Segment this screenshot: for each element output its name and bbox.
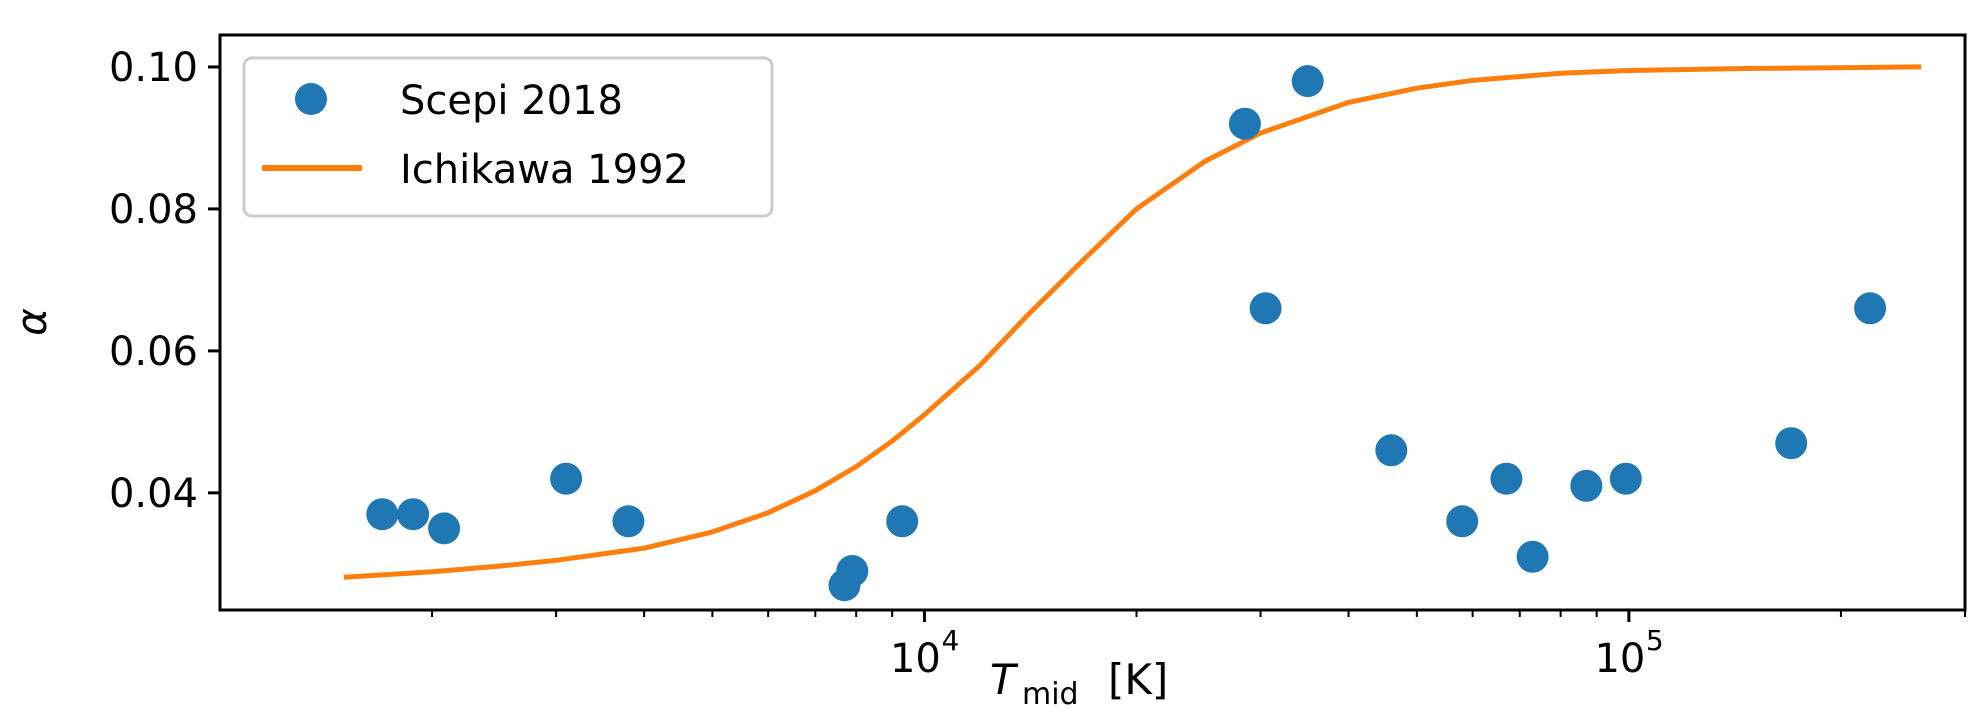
y-tick-label: 0.10 (109, 45, 198, 91)
scatter-point (1228, 107, 1261, 140)
scatter-point (366, 498, 399, 531)
y-axis-label: α (7, 308, 56, 336)
legend-box (242, 56, 774, 218)
scatter-point (1446, 505, 1479, 538)
x-tick-label-base: 10 (1594, 636, 1645, 682)
scatter-point (1375, 434, 1408, 467)
legend: Scepi 2018 Ichikawa 1992 (242, 56, 774, 218)
scatter-point (1291, 65, 1324, 98)
scatter-point (612, 505, 645, 538)
scatter-point (1609, 462, 1642, 495)
scatter-point (550, 462, 583, 495)
y-tick-label: 0.06 (109, 329, 198, 375)
y-tick-label: 0.08 (109, 187, 198, 233)
x-tick-label: 10 5 (1594, 624, 1663, 682)
scatter-point (1516, 540, 1549, 573)
scatter-point (428, 512, 461, 545)
series-line-ichikawa-1992 (343, 64, 1922, 580)
scatter-point (1249, 292, 1282, 325)
x-axis-label: T mid [K] (990, 655, 1168, 712)
series-scepi-2018 (366, 65, 1887, 602)
legend-label-ichikawa-1992: Ichikawa 1992 (400, 147, 689, 193)
y-tick-label: 0.04 (109, 471, 198, 517)
x-tick-label-exponent: 4 (941, 624, 959, 657)
x-axis-label-subscript: mid (1022, 677, 1079, 712)
x-axis-label-symbol: T (990, 655, 1019, 704)
scatter-point (1775, 427, 1808, 460)
x-tick-label-base: 10 (890, 636, 941, 682)
scatter-point (1490, 462, 1523, 495)
x-axis-label-unit: [K] (1108, 655, 1168, 704)
legend-scatter-marker (295, 83, 327, 115)
scatter-point (397, 498, 430, 531)
x-tick-label: 10 4 (890, 624, 959, 682)
scatter-point (1570, 469, 1603, 502)
axes-frame (218, 33, 1967, 612)
series-ichikawa-1992 (343, 64, 1922, 580)
scatter-point (836, 555, 869, 587)
legend-label-scepi-2018: Scepi 2018 (400, 78, 623, 124)
scatter-point (886, 505, 919, 538)
scatter-point (1854, 292, 1887, 325)
x-tick-label-exponent: 5 (1646, 624, 1664, 657)
